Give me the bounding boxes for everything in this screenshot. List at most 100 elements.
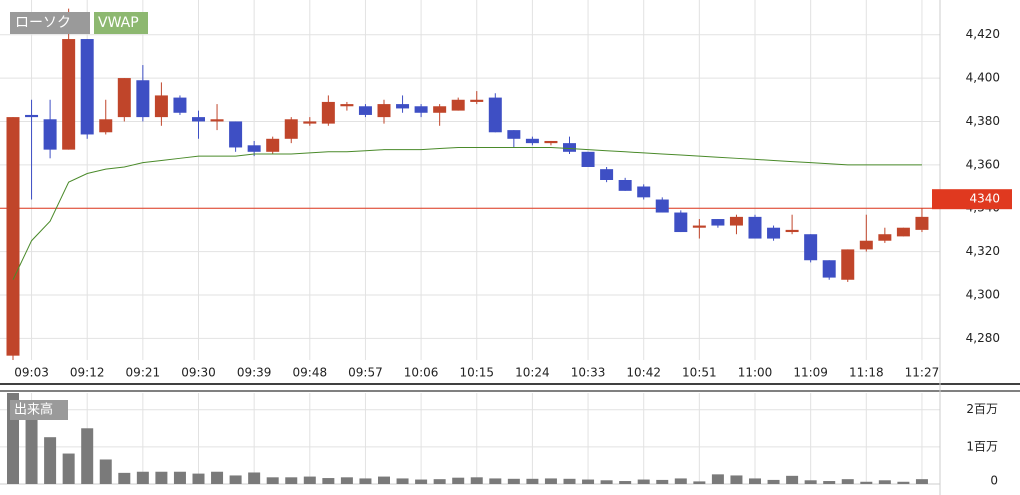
candle-body [396,104,410,109]
candle-body [470,99,484,102]
legend-box [10,400,68,420]
y-tick-label: 4,320 [966,244,1000,258]
candle-body [80,39,94,135]
y-tick-label: 0 [990,474,998,488]
volume-bar [656,479,669,484]
x-tick-label: 09:57 [348,366,383,380]
y-tick-label: 2百万 [966,402,998,416]
candle-body [358,106,372,115]
candle-body [600,169,614,180]
volume-bar [749,478,761,484]
volume-bar [359,478,372,484]
candle-body [25,114,39,118]
candle-body [804,234,818,261]
x-tick-label: 10:51 [682,366,717,380]
legend-label: VWAP [98,15,139,31]
candle-body [785,229,799,233]
volume-bar [378,476,390,484]
volume-bar [192,473,205,484]
candle-body [247,145,261,152]
volume-bar [897,481,910,484]
x-tick-label: 11:09 [793,366,828,380]
candle-body [173,97,187,113]
candle-body [377,104,391,118]
volume-bar [693,481,706,484]
volume-bar [804,480,817,484]
volume-bar [340,477,353,484]
candle-body [692,225,706,228]
candle-body [99,119,113,133]
candle-body [859,240,873,250]
volume-bar [915,479,928,484]
volume-bar [674,478,687,484]
candle-body [451,99,465,111]
volume-bar [44,437,57,484]
candle-body [896,227,910,237]
volume-bar [526,478,539,484]
candle-body [711,219,725,226]
volume-bar [266,477,279,484]
candle-body [192,117,205,122]
volume-bar [823,481,836,484]
candle-body [340,104,354,107]
x-tick-label: 10:33 [571,366,606,380]
volume-bar [433,479,446,484]
volume-bar [173,471,186,484]
candle-body [62,39,76,150]
x-tick-label: 09:30 [181,366,216,380]
candle-body [229,121,243,148]
volume-bar [211,471,224,484]
volume-bar [136,471,149,484]
candle-body [841,249,855,280]
x-tick-label: 10:06 [404,366,439,380]
volume-bar [878,480,891,484]
candle-body [822,260,836,278]
volume-bar [841,479,854,484]
x-tick-label: 10:15 [459,366,494,380]
volume-bar [62,453,75,484]
legend-box [94,12,148,34]
volume-bar [81,428,94,484]
legend-box [10,12,90,34]
volume-bar [396,478,409,484]
x-tick-label: 10:24 [515,366,550,380]
x-tick-label: 11:27 [905,366,940,380]
volume-bar [507,478,520,484]
candle-body [488,97,502,133]
volume-bar [248,472,261,484]
candle-body [154,95,168,118]
vwap-line [12,146,922,280]
y-tick-label: 4,360 [966,157,1000,171]
candle-body [655,199,669,213]
legend-label: 出来高 [14,402,53,418]
candle-body [414,106,428,113]
y-tick-label: 4,380 [966,114,1000,128]
candle-body [136,80,150,118]
candle-body [266,138,280,152]
candle-body [43,119,57,150]
volume-bar [303,476,316,484]
candle-body [767,227,781,239]
candle-body [544,140,558,144]
legend-label: ローソク [15,15,71,31]
candle-body [748,216,762,239]
candle-body [210,119,224,122]
volume-bar [544,478,557,484]
volume-bar [489,478,502,484]
volume-bar [322,478,335,484]
candle-body [637,186,651,198]
candle-body [915,216,929,230]
x-tick-label: 09:03 [14,366,49,380]
volume-bar [25,409,38,484]
candle-body [729,216,743,226]
volume-bar [600,480,613,484]
candle-body [618,180,632,191]
candle-body [433,106,447,113]
volume-bar [619,481,632,484]
x-tick-label: 09:48 [293,366,328,380]
volume-bar [285,477,298,484]
volume-bar [860,481,873,484]
volume-bar [730,475,743,484]
candle-body [563,143,576,152]
